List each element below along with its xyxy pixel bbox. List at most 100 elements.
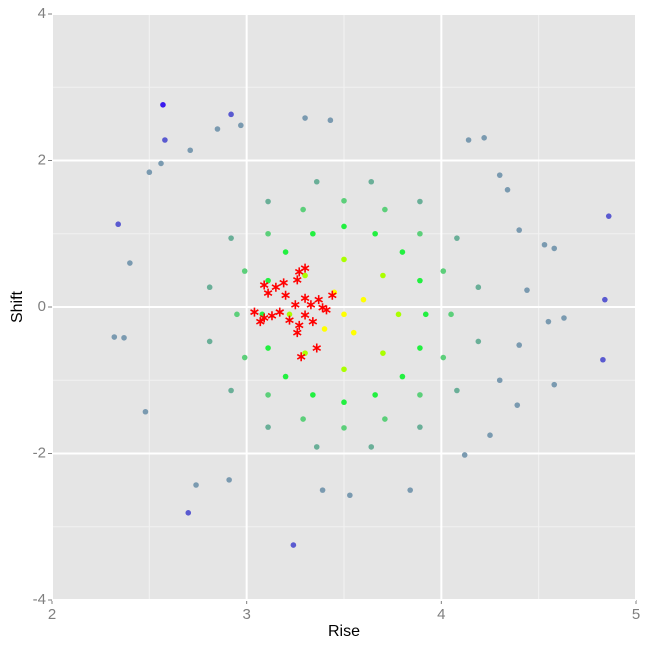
point xyxy=(290,542,297,548)
point xyxy=(341,197,347,204)
star-point xyxy=(296,352,306,362)
star-point xyxy=(312,343,322,353)
star-point xyxy=(300,293,310,303)
point xyxy=(265,277,271,284)
star-point xyxy=(250,307,259,317)
point xyxy=(265,230,271,237)
point xyxy=(313,444,320,450)
point xyxy=(481,134,487,141)
point xyxy=(187,147,194,154)
star-point xyxy=(255,317,265,327)
point xyxy=(524,287,530,293)
point xyxy=(265,198,271,205)
point xyxy=(551,245,558,252)
star-point xyxy=(294,267,304,277)
point xyxy=(496,377,503,384)
star-point xyxy=(281,290,290,300)
point xyxy=(360,296,367,303)
point xyxy=(234,311,240,318)
point xyxy=(341,399,347,406)
point xyxy=(399,249,406,255)
point xyxy=(504,187,511,193)
point xyxy=(605,213,612,219)
point xyxy=(440,268,447,274)
point xyxy=(372,392,378,398)
point xyxy=(228,235,234,241)
point xyxy=(300,206,306,213)
point xyxy=(600,356,606,363)
point xyxy=(302,272,308,279)
point xyxy=(341,223,347,230)
point xyxy=(475,284,482,291)
y-tick-label: -4 xyxy=(33,591,46,608)
point xyxy=(465,137,472,143)
star-point xyxy=(275,307,285,317)
point xyxy=(142,408,149,415)
point xyxy=(368,444,375,450)
star-point xyxy=(308,317,318,327)
point xyxy=(146,169,153,176)
point xyxy=(382,206,388,213)
point xyxy=(228,387,234,394)
point xyxy=(341,311,347,318)
point xyxy=(417,230,423,237)
point xyxy=(321,326,328,332)
point xyxy=(475,338,482,345)
point xyxy=(265,345,271,351)
point xyxy=(115,221,121,228)
point xyxy=(448,311,454,318)
point xyxy=(162,137,168,143)
y-tick-label: 2 xyxy=(38,151,46,168)
star-point xyxy=(306,300,316,310)
point xyxy=(368,178,375,185)
point xyxy=(111,334,118,340)
point xyxy=(551,381,558,388)
point xyxy=(185,510,192,516)
star-point xyxy=(292,328,302,338)
point xyxy=(417,392,423,398)
star-point xyxy=(328,290,337,300)
point xyxy=(341,256,347,263)
point xyxy=(121,334,127,341)
point xyxy=(226,477,232,483)
point xyxy=(341,425,347,431)
point xyxy=(516,342,522,348)
point xyxy=(399,373,406,380)
x-tick-label: 3 xyxy=(242,606,250,623)
point xyxy=(454,387,460,394)
point xyxy=(127,260,133,266)
point xyxy=(514,402,521,408)
point xyxy=(602,296,608,303)
point xyxy=(341,366,347,373)
star-point xyxy=(263,288,273,298)
point xyxy=(496,172,503,178)
point xyxy=(193,482,199,488)
x-tick-label: 2 xyxy=(48,606,56,623)
point xyxy=(541,241,548,248)
point xyxy=(395,311,402,318)
point xyxy=(380,350,386,356)
point xyxy=(206,338,213,345)
star-point xyxy=(259,280,269,290)
star-point xyxy=(271,282,281,292)
point xyxy=(545,318,552,325)
y-tick-label: -2 xyxy=(33,444,46,461)
star-point xyxy=(291,300,300,310)
point xyxy=(158,160,164,167)
star-point xyxy=(314,295,323,305)
x-tick-label: 5 xyxy=(632,606,640,623)
point xyxy=(300,416,306,422)
y-axis-label: Shift xyxy=(9,290,26,323)
point xyxy=(382,416,388,422)
point xyxy=(241,268,248,274)
x-tick-label: 4 xyxy=(437,606,445,623)
point xyxy=(238,122,244,129)
star-point xyxy=(300,310,310,320)
point xyxy=(282,249,289,255)
point xyxy=(417,277,423,284)
point xyxy=(310,392,316,398)
point xyxy=(417,345,423,351)
point xyxy=(313,178,320,185)
point xyxy=(380,272,386,279)
